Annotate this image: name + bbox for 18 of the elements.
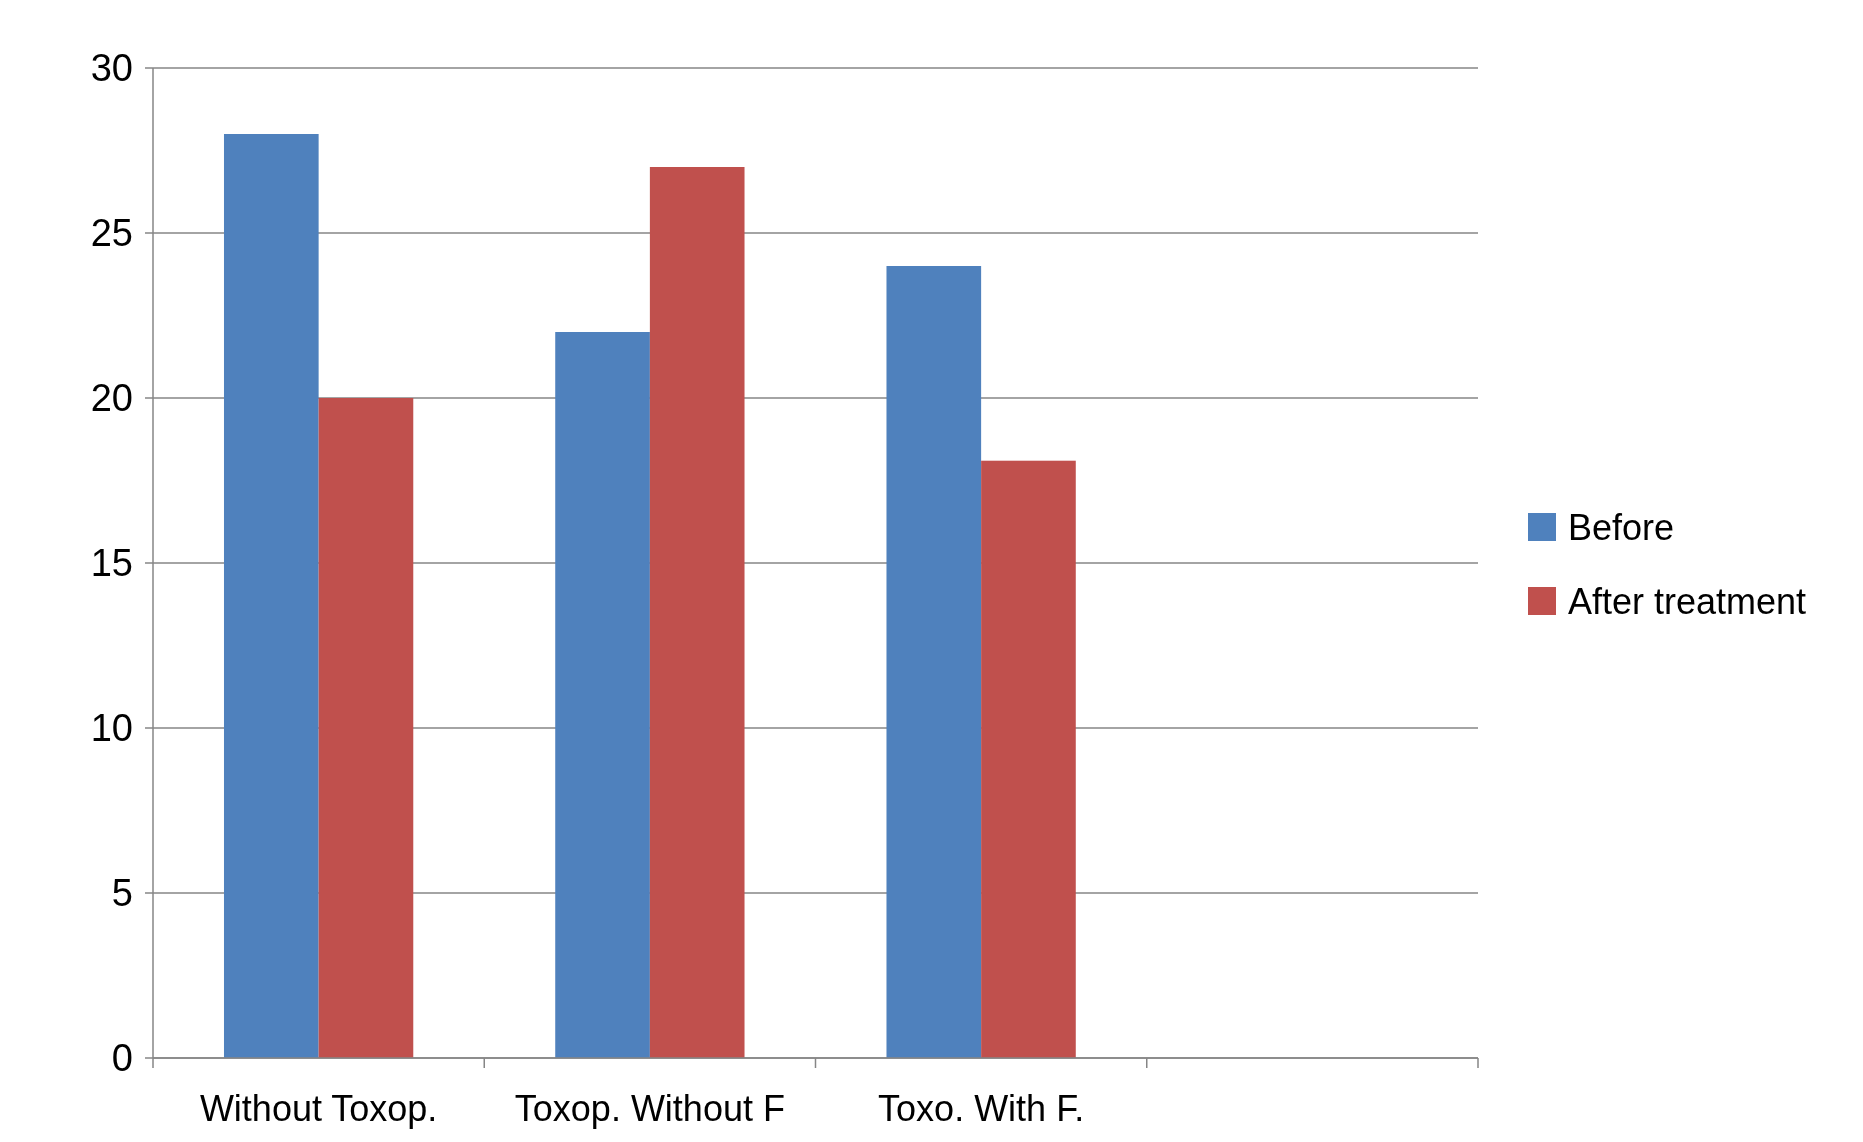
bar: [555, 332, 650, 1058]
bar: [981, 460, 1076, 1058]
x-tick-label: Toxop. Without F: [514, 1088, 785, 1129]
y-tick-label: 20: [90, 377, 133, 420]
x-tick-label: Toxo. With F.: [878, 1088, 1085, 1129]
bar: [223, 134, 319, 1058]
legend-label: After treatment: [1568, 580, 1807, 622]
bar: [318, 398, 414, 1058]
legend-label: Before: [1568, 506, 1675, 548]
bar: [886, 266, 982, 1058]
y-tick-label: 5: [111, 872, 133, 915]
bar: [649, 167, 745, 1058]
y-tick-label: 10: [90, 707, 133, 750]
y-tick-label: 30: [90, 47, 133, 90]
x-tick-label: Without Toxop.: [199, 1088, 438, 1129]
y-tick-label: 25: [90, 212, 133, 255]
y-tick-label: 0: [111, 1037, 133, 1080]
y-tick-label: 15: [90, 542, 133, 585]
